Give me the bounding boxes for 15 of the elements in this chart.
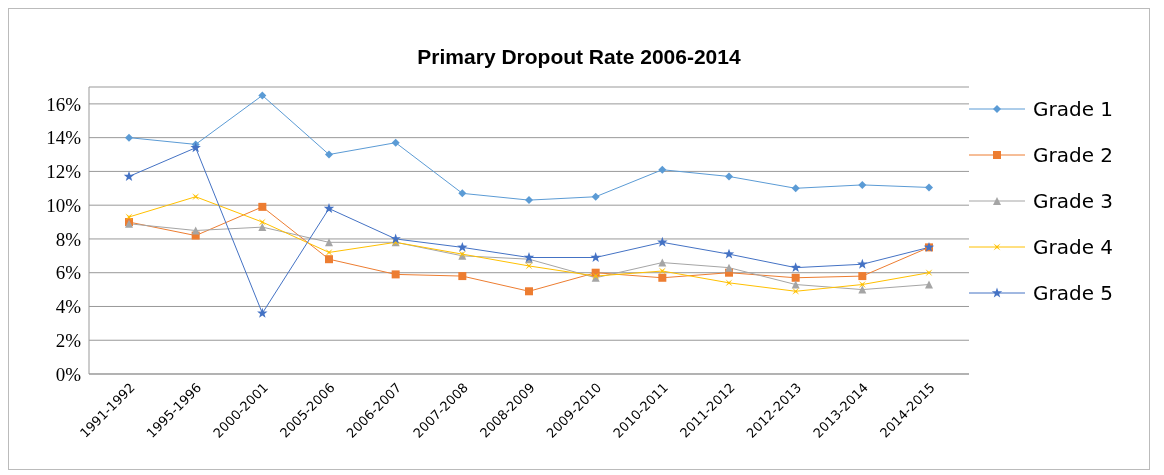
y-tick-label: 10% (46, 194, 82, 216)
y-tick-label: 4% (55, 296, 82, 318)
y-tick-label: 14% (46, 127, 82, 149)
legend-label: Grade 2 (1033, 143, 1114, 167)
y-tick-label: 8% (55, 228, 82, 250)
legend-label: Grade 1 (1033, 97, 1114, 121)
y-tick-label: 0% (55, 363, 82, 385)
y-tick-label: 16% (46, 93, 82, 115)
legend-label: Grade 3 (1033, 189, 1114, 213)
legend-label: Grade 4 (1033, 235, 1114, 259)
y-tick-label: 12% (46, 161, 82, 183)
legend-label: Grade 5 (1033, 281, 1114, 305)
chart-title: Primary Dropout Rate 2006-2014 (416, 45, 742, 69)
y-tick-label: 6% (55, 262, 82, 284)
y-tick-label: 2% (55, 329, 82, 351)
